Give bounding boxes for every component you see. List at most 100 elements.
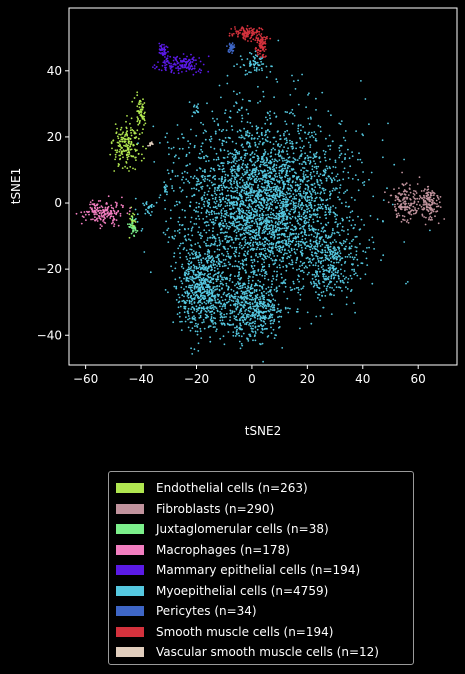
data-point: [186, 299, 189, 302]
data-point: [188, 300, 191, 303]
data-point: [235, 102, 238, 105]
data-point: [344, 157, 346, 159]
data-point: [162, 48, 165, 51]
data-point: [268, 246, 271, 249]
data-point: [133, 132, 136, 134]
data-point: [299, 186, 301, 188]
data-point: [134, 229, 137, 232]
data-point: [222, 184, 225, 187]
data-point: [248, 275, 250, 278]
data-point: [216, 288, 219, 290]
data-point: [250, 212, 253, 215]
data-point: [312, 213, 315, 216]
data-point: [191, 317, 194, 320]
data-point: [129, 166, 132, 168]
data-point: [202, 288, 204, 290]
data-point: [226, 74, 229, 77]
data-point: [202, 294, 205, 297]
data-point: [282, 181, 284, 184]
data-point: [211, 258, 214, 261]
data-point: [178, 276, 181, 279]
data-point: [236, 265, 239, 268]
data-point: [295, 202, 297, 204]
data-point: [288, 235, 291, 238]
data-point: [291, 147, 294, 150]
data-point: [262, 283, 265, 286]
data-point: [269, 202, 272, 205]
data-point: [206, 237, 209, 239]
data-point: [233, 225, 236, 228]
data-point: [264, 322, 267, 325]
data-point: [401, 183, 404, 185]
data-point: [265, 252, 267, 255]
data-point: [240, 335, 243, 338]
data-point: [216, 217, 218, 219]
data-point: [219, 316, 222, 319]
data-point: [275, 140, 277, 143]
data-point: [247, 229, 250, 232]
data-point: [283, 239, 286, 241]
data-point: [325, 241, 328, 244]
data-point: [269, 186, 271, 189]
data-point: [196, 286, 198, 289]
data-point: [206, 102, 208, 105]
data-point: [136, 129, 139, 132]
data-point: [342, 136, 345, 139]
data-point: [258, 248, 261, 251]
data-point: [395, 213, 398, 216]
data-point: [278, 159, 281, 162]
data-point: [120, 140, 122, 143]
data-point: [338, 179, 341, 182]
data-point: [239, 287, 242, 290]
data-point: [167, 291, 169, 294]
data-point: [222, 278, 224, 281]
data-point: [246, 152, 249, 155]
data-point: [220, 227, 223, 230]
data-point: [193, 59, 195, 62]
data-point: [199, 157, 202, 160]
data-point: [188, 151, 191, 154]
data-point: [181, 208, 184, 211]
data-point: [252, 241, 255, 244]
data-point: [287, 225, 290, 228]
data-point: [272, 213, 274, 216]
data-point: [87, 211, 89, 214]
data-point: [230, 186, 233, 189]
data-point: [280, 177, 283, 179]
data-point: [185, 153, 188, 156]
data-point: [178, 216, 181, 219]
data-point: [139, 99, 142, 102]
data-point: [213, 212, 216, 215]
data-point: [164, 62, 167, 64]
data-point: [319, 203, 322, 206]
data-point: [251, 134, 254, 137]
data-point: [138, 101, 141, 104]
data-point: [203, 229, 206, 232]
data-point: [171, 235, 174, 238]
data-point: [246, 142, 248, 145]
data-point: [236, 225, 238, 227]
data-point: [238, 243, 241, 246]
data-point: [433, 201, 435, 204]
data-point: [311, 197, 313, 199]
data-point: [220, 296, 223, 299]
data-point: [336, 180, 339, 182]
data-point: [284, 252, 286, 255]
data-point: [242, 186, 245, 189]
data-point: [203, 157, 205, 160]
data-point: [284, 222, 287, 225]
data-point: [431, 201, 433, 204]
data-point: [224, 173, 227, 176]
data-point: [294, 181, 297, 184]
data-point: [236, 187, 239, 190]
data-point: [303, 177, 306, 180]
data-point: [339, 144, 342, 147]
data-point: [235, 172, 238, 175]
data-point: [212, 175, 215, 178]
data-point: [269, 242, 271, 245]
data-point: [299, 190, 301, 193]
data-point: [280, 165, 283, 168]
data-point: [143, 115, 146, 118]
data-point: [253, 197, 256, 200]
data-point: [237, 260, 240, 263]
